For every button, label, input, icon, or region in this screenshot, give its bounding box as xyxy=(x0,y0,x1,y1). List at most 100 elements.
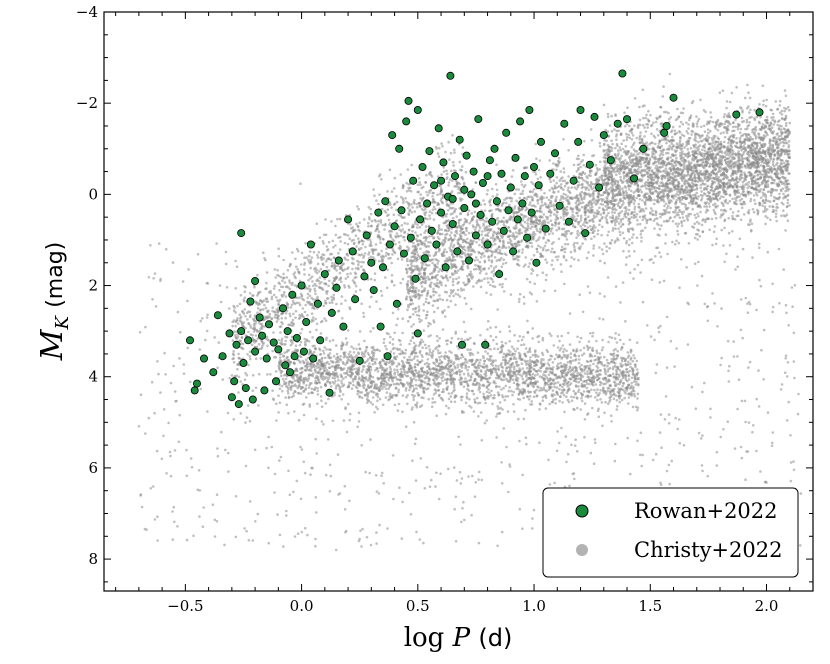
christy-point xyxy=(305,338,309,342)
christy-point xyxy=(701,179,705,182)
christy-point xyxy=(376,407,380,411)
christy-point xyxy=(533,391,537,394)
christy-point xyxy=(413,355,417,358)
christy-point xyxy=(473,210,477,214)
christy-point xyxy=(494,370,498,374)
christy-point xyxy=(305,384,308,387)
christy-point xyxy=(558,339,561,343)
christy-point xyxy=(745,120,749,124)
christy-point xyxy=(576,229,579,233)
christy-point xyxy=(535,157,538,160)
christy-point xyxy=(569,366,572,370)
christy-point xyxy=(422,373,425,377)
christy-point xyxy=(444,315,447,318)
christy-point xyxy=(611,372,615,376)
christy-point xyxy=(448,276,452,279)
christy-point xyxy=(599,383,602,387)
christy-point xyxy=(502,358,505,362)
christy-point xyxy=(478,361,481,364)
christy-point xyxy=(431,261,434,265)
christy-point xyxy=(460,382,463,386)
christy-point xyxy=(552,213,556,216)
christy-point xyxy=(352,351,356,354)
christy-point xyxy=(627,373,631,377)
christy-point xyxy=(433,382,437,385)
christy-point xyxy=(395,355,399,358)
christy-point xyxy=(522,302,526,305)
christy-point xyxy=(389,367,393,371)
christy-point xyxy=(413,365,417,369)
christy-point xyxy=(334,380,337,383)
christy-point xyxy=(344,337,348,340)
christy-point xyxy=(473,398,476,401)
christy-point xyxy=(502,386,505,390)
christy-point xyxy=(411,370,415,374)
christy-point xyxy=(406,402,409,406)
christy-point xyxy=(306,356,310,360)
christy-point xyxy=(571,207,575,210)
christy-point xyxy=(601,377,605,380)
christy-point xyxy=(574,359,577,362)
christy-point xyxy=(771,160,775,164)
christy-point xyxy=(600,401,604,404)
christy-point xyxy=(485,365,489,369)
christy-point xyxy=(566,242,570,246)
christy-point xyxy=(290,395,294,399)
christy-point xyxy=(472,268,476,271)
christy-point xyxy=(550,334,553,338)
christy-point xyxy=(303,368,307,372)
christy-point xyxy=(738,136,742,140)
christy-point xyxy=(635,196,638,200)
christy-point xyxy=(449,244,453,247)
christy-point xyxy=(575,187,578,191)
christy-point xyxy=(581,223,585,226)
christy-point xyxy=(559,365,563,368)
christy-point xyxy=(409,386,412,389)
christy-point xyxy=(349,360,352,363)
christy-point xyxy=(398,373,402,376)
christy-point xyxy=(443,309,446,312)
christy-point xyxy=(436,298,439,302)
christy-point xyxy=(449,374,453,378)
christy-point xyxy=(558,388,561,391)
christy-point xyxy=(544,407,548,410)
christy-point xyxy=(690,133,693,136)
christy-point xyxy=(633,356,636,360)
christy-point xyxy=(605,245,608,248)
christy-point xyxy=(592,362,595,366)
christy-point xyxy=(489,293,493,296)
christy-point xyxy=(278,352,282,356)
christy-point xyxy=(360,396,364,400)
christy-point xyxy=(620,203,624,207)
christy-point xyxy=(577,154,580,158)
christy-point xyxy=(380,384,383,388)
christy-point xyxy=(629,362,632,366)
christy-point xyxy=(335,352,339,356)
christy-point xyxy=(297,384,301,388)
christy-point xyxy=(514,349,517,353)
christy-point xyxy=(586,372,589,376)
christy-point xyxy=(545,196,549,199)
christy-point xyxy=(518,367,521,370)
christy-point xyxy=(551,368,554,372)
christy-point xyxy=(576,211,579,215)
christy-point xyxy=(598,352,601,355)
christy-point xyxy=(637,378,640,381)
christy-point xyxy=(395,364,399,368)
christy-point xyxy=(464,401,468,405)
christy-point xyxy=(305,396,308,399)
christy-point xyxy=(498,401,502,404)
christy-point xyxy=(442,371,446,375)
christy-point xyxy=(501,219,504,223)
christy-point xyxy=(489,373,493,376)
christy-point xyxy=(378,366,382,369)
christy-point xyxy=(498,412,502,415)
christy-point xyxy=(530,258,533,261)
christy-point xyxy=(507,349,510,352)
christy-point xyxy=(369,385,372,388)
christy-point xyxy=(280,369,283,373)
christy-point xyxy=(466,237,469,241)
christy-point xyxy=(535,394,538,398)
christy-point xyxy=(437,259,440,263)
christy-point xyxy=(436,262,440,265)
